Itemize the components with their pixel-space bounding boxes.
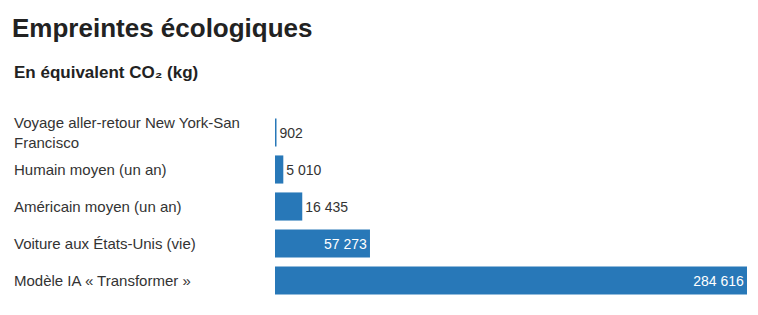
svg-text:En équivalent CO₂ (kg): En équivalent CO₂ (kg) (14, 63, 198, 82)
svg-text:284 616: 284 616 (693, 273, 744, 289)
svg-text:5 010: 5 010 (286, 162, 321, 178)
svg-text:Empreintes écologiques: Empreintes écologiques (12, 13, 313, 43)
svg-text:Modèle IA « Transformer »: Modèle IA « Transformer » (14, 272, 191, 289)
svg-text:Américain moyen (un an): Américain moyen (un an) (14, 198, 182, 215)
svg-text:Voiture aux États-Unis (vie): Voiture aux États-Unis (vie) (14, 235, 196, 252)
svg-text:902: 902 (280, 125, 304, 141)
svg-text:Humain moyen (un an): Humain moyen (un an) (14, 161, 167, 178)
svg-text:16 435: 16 435 (305, 199, 348, 215)
svg-text:57 273: 57 273 (324, 236, 367, 252)
svg-text:Voyage aller-retour New York-S: Voyage aller-retour New York-SanFrancisc… (14, 114, 240, 151)
